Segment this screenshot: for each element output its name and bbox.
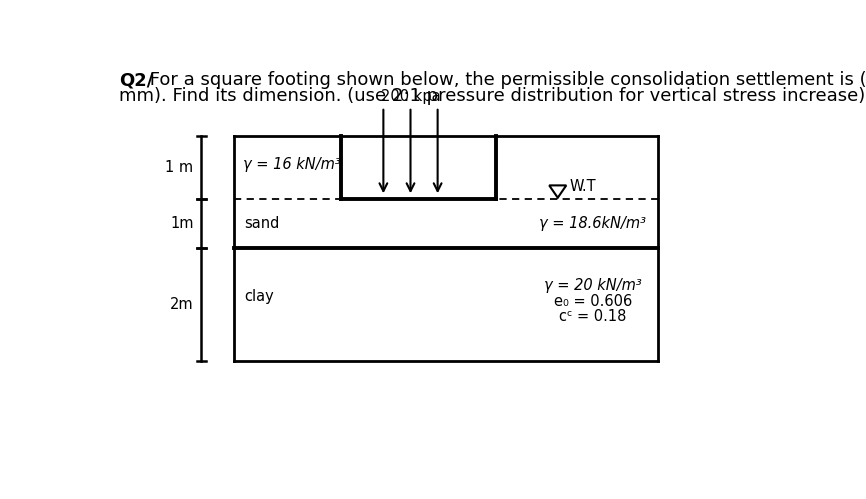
- Text: 2m: 2m: [170, 297, 193, 312]
- Text: γ = 20 kN/m³: γ = 20 kN/m³: [544, 278, 642, 293]
- Text: 200 kpa: 200 kpa: [381, 89, 440, 104]
- Text: γ = 18.6kN/m³: γ = 18.6kN/m³: [540, 216, 646, 231]
- Text: e₀ = 0.606: e₀ = 0.606: [553, 294, 632, 309]
- Text: 1m: 1m: [170, 216, 193, 231]
- Text: Q2/: Q2/: [120, 71, 153, 89]
- Text: For a square footing shown below, the permissible consolidation settlement is (3: For a square footing shown below, the pe…: [144, 71, 866, 89]
- Text: 1 m: 1 m: [165, 160, 193, 175]
- Text: W.T: W.T: [569, 179, 596, 194]
- Text: γ = 16 kN/m³: γ = 16 kN/m³: [243, 157, 341, 172]
- Text: mm). Find its dimension. (use 2:1 pressure distribution for vertical stress incr: mm). Find its dimension. (use 2:1 pressu…: [120, 87, 865, 105]
- Text: sand: sand: [245, 216, 280, 231]
- Text: clay: clay: [245, 289, 275, 304]
- Text: cᶜ = 0.18: cᶜ = 0.18: [559, 309, 626, 324]
